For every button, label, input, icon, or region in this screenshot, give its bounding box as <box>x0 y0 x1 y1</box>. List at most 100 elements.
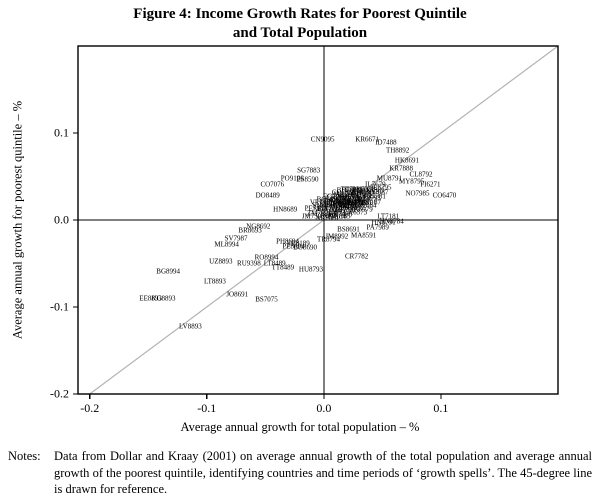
data-point-label: ID7687 <box>367 188 389 197</box>
figure-notes: Notes: Data from Dollar and Kraay (2001)… <box>8 448 592 498</box>
figure-title: Figure 4: Income Growth Rates for Poores… <box>0 5 600 43</box>
data-point-label: AR7081 <box>315 214 340 223</box>
data-point-label: LV8893 <box>179 322 202 331</box>
data-point-label: KR6671 <box>355 135 380 144</box>
data-point-label: SV7987 <box>224 234 248 243</box>
data-point-label: PY7288 <box>352 185 376 194</box>
data-point-label: GR7488 <box>328 210 353 219</box>
data-point-label: IL7679 <box>365 180 386 189</box>
data-point-label: RU9398 <box>237 259 261 268</box>
data-point-label: PH8694 <box>276 237 300 246</box>
data-point-label: PH6185 <box>327 212 351 221</box>
data-point-label: CH8092 <box>321 208 346 217</box>
data-point-label: CO6470 <box>432 191 457 200</box>
data-point-label: EE8893 <box>139 294 162 303</box>
data-point-label: ML8994 <box>214 240 239 249</box>
data-point-label: JM7590 <box>301 212 325 221</box>
data-point-label: JP7080 <box>349 191 371 200</box>
data-point-label: CI8588 <box>315 211 337 220</box>
data-point-label: KR7888 <box>389 164 413 173</box>
data-point-label: BD7386 <box>336 186 361 195</box>
data-point-label: CL7187 <box>358 198 381 207</box>
data-point-label: VE8189 <box>286 239 310 248</box>
data-point-label: ES8590 <box>296 175 319 184</box>
data-point-label: CR7782 <box>344 252 369 261</box>
data-point-label: ET8195 <box>325 203 348 212</box>
data-point-label: CO7888 <box>331 188 356 197</box>
data-point-label: UY7081 <box>348 198 373 207</box>
data-point-label: US7080 <box>333 202 357 211</box>
data-point-label: MA8591 <box>351 231 377 240</box>
data-point-label: TR8794 <box>317 235 341 244</box>
data-point-label: LT8893 <box>204 277 226 286</box>
data-point-label: KE7792 <box>319 200 343 209</box>
data-point-label: BS7075 <box>255 295 278 304</box>
data-point-label: ID7488 <box>375 138 397 147</box>
figure-title-line1: Figure 4: Income Growth Rates for Poores… <box>133 6 467 22</box>
data-point-label: ZA7085 <box>328 201 352 210</box>
data-point-label: NG8692 <box>246 222 271 231</box>
data-point-label: NO7985 <box>405 189 430 198</box>
data-point-label: GB7886 <box>338 197 363 206</box>
data-point-label: PA7989 <box>366 223 389 232</box>
data-point-label: NG8592 <box>312 205 338 214</box>
data-point-label: SG7883 <box>297 166 321 175</box>
data-point-label: TN6575 <box>355 190 379 199</box>
data-point-label: NP7795 <box>339 193 363 202</box>
data-point-label: JO8691 <box>226 290 249 299</box>
y-tick-label: -0.2 <box>50 386 69 401</box>
data-point-label: PK6979 <box>349 205 373 214</box>
notes-label: Notes: <box>8 449 41 463</box>
data-point-label: PE8694 <box>282 242 305 251</box>
data-point-label: TH7581 <box>362 192 386 201</box>
data-point-label: LK6373 <box>343 208 368 217</box>
data-point-label: CL8792 <box>409 170 433 179</box>
notes-text: Data from Dollar and Kraay (2001) on ave… <box>54 449 592 496</box>
data-point-label: MU8791 <box>376 174 403 183</box>
data-point-label: HN8784 <box>379 217 404 226</box>
data-point-label: MX7784 <box>317 204 343 213</box>
data-point-label: MR8793 <box>355 194 381 203</box>
data-point-label: BR8693 <box>238 226 262 235</box>
y-tick-label: 0.0 <box>54 212 69 227</box>
data-point-label: SE6775 <box>337 192 360 200</box>
data-point-label: GH8792 <box>342 201 367 210</box>
x-tick-label: 0.1 <box>433 401 449 415</box>
data-point-label: NL7783 <box>329 205 354 214</box>
scatter-plot: Average annual growth for poorest quinti… <box>0 38 600 446</box>
data-point-label: CA7184 <box>340 198 364 207</box>
figure-title-line2: and Total Population <box>232 24 368 41</box>
data-point-label: EC7087 <box>322 192 346 200</box>
data-point-label: HK8691 <box>394 156 420 165</box>
data-point-label: UG8992 <box>344 186 369 195</box>
data-point-label: BG8994 <box>156 267 181 276</box>
data-point-label: IN7783 <box>328 198 350 207</box>
data-point-label: HN8689 <box>273 205 298 214</box>
data-point-label: TT8489 <box>271 263 295 272</box>
data-point-label: VE7181 <box>309 198 334 207</box>
data-point-label: MA7084 <box>333 190 359 199</box>
data-point-label: EG6575 <box>347 192 371 201</box>
x-tick-label: -0.2 <box>80 401 100 415</box>
data-point-label: KG8893 <box>151 294 176 303</box>
plot-canvas <box>73 45 559 399</box>
data-point-label: BE7885 <box>335 206 359 215</box>
data-point-label: IR7084 <box>355 201 377 210</box>
data-point-label: BO8690 <box>293 243 317 252</box>
y-tick-label: -0.1 <box>50 299 69 314</box>
data-point-label: MY8795 <box>399 177 425 186</box>
data-point-label: CN9095 <box>310 135 335 144</box>
x-tick-label: 0.0 <box>316 401 332 415</box>
data-point-label: LT7181 <box>377 212 400 221</box>
data-point-label: CR7186 <box>326 193 350 202</box>
data-point-label: CO7076 <box>260 180 285 189</box>
data-point-label: HN8791 <box>371 218 396 227</box>
data-point-label: ZM7691 <box>306 209 332 218</box>
data-point-label: IE8795 <box>370 183 392 192</box>
data-point-label: UZ8893 <box>209 257 233 266</box>
data-point-label: SN6091 <box>312 201 336 210</box>
data-point-label: JM8992 <box>325 232 349 241</box>
data-point-label: BO6890 <box>316 195 341 204</box>
data-point-label: NZ7184 <box>322 212 347 221</box>
data-point-label: GT7187 <box>320 198 344 207</box>
